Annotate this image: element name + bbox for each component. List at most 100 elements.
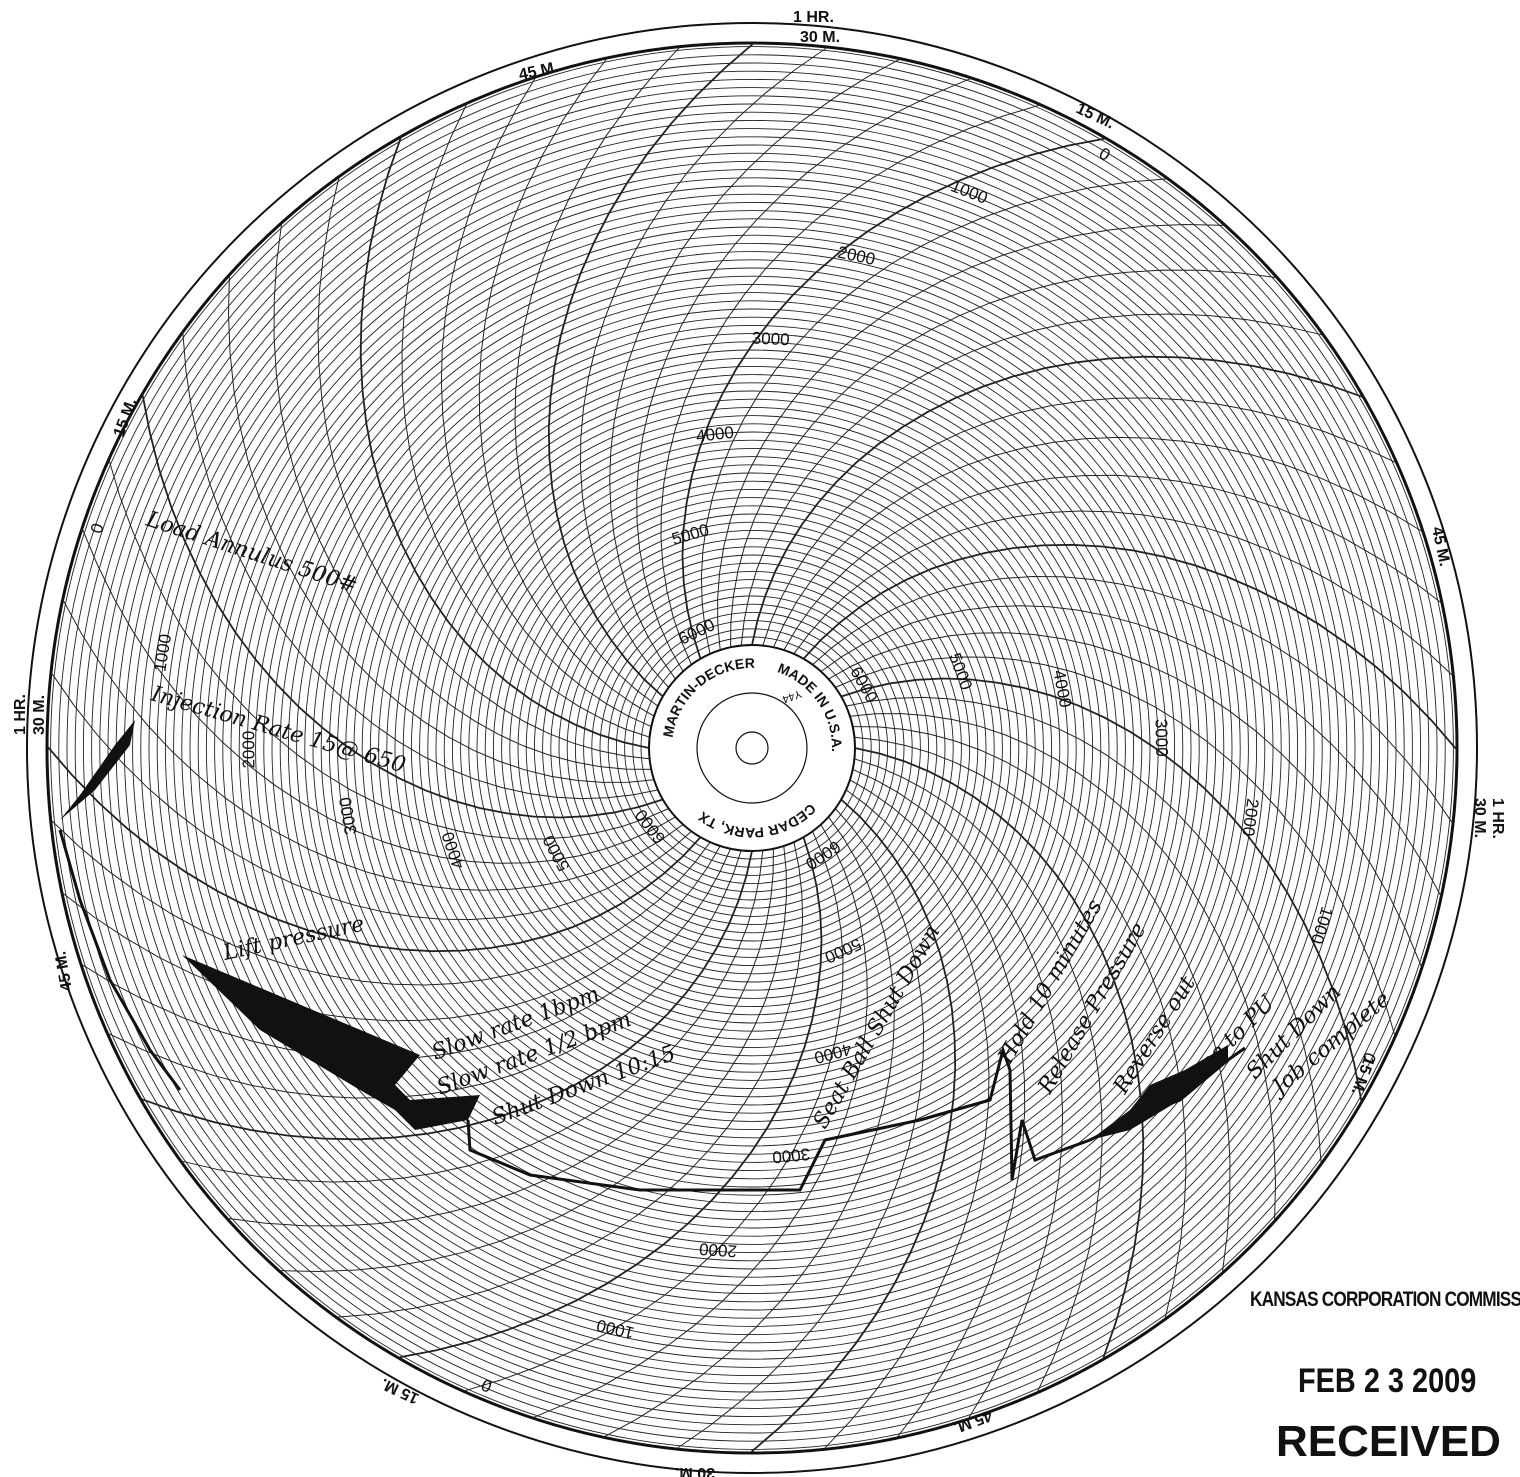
grid-ring [337, 333, 1167, 1163]
grid-time-arc [397, 836, 823, 1359]
grid-time-arc [772, 436, 1424, 648]
grid-ring [640, 636, 864, 860]
time-label-right-hr: 1 HR. [1489, 798, 1506, 839]
scale-label: 3000 [771, 1144, 810, 1167]
grid-time-arc [226, 848, 774, 1227]
grid-time-arc [812, 575, 1454, 824]
grid-ring [542, 538, 962, 958]
grid-time-arc [840, 677, 1363, 1103]
grid-ring [238, 234, 1266, 1262]
stamp-status: RECEIVED [1276, 1417, 1501, 1466]
grid-time-arc [823, 789, 990, 1450]
grid-ring [410, 406, 1094, 1090]
grid-time-arc [547, 43, 755, 698]
grid-time-arc [180, 850, 764, 1183]
grid-time-arc [749, 798, 957, 1453]
grid-time-arc [227, 274, 655, 783]
grid-ring [82, 78, 1422, 1418]
grid-time-arc [47, 745, 702, 953]
grid-ring [419, 415, 1085, 1081]
grid-ring [345, 341, 1159, 1155]
grid-time-arc [108, 459, 669, 840]
grid-ring [181, 177, 1323, 1319]
grid-ring [361, 357, 1143, 1139]
grid-time-arc [762, 397, 1398, 646]
time-grid-arcs [47, 43, 1457, 1453]
grid-time-arc [61, 845, 721, 1022]
grid-time-arc [852, 726, 1231, 1274]
grid-ring [197, 193, 1307, 1303]
grid-time-arc [783, 474, 1443, 651]
grid-ring [566, 562, 938, 934]
grid-ring [214, 210, 1290, 1286]
grid-time-arc [514, 46, 681, 707]
grid-time-arc [603, 816, 895, 1438]
time-label-bottom-30: 30 M. [675, 1464, 715, 1477]
time-label-top-hr: 1 HR. [793, 9, 834, 26]
grid-ring [607, 603, 897, 893]
grid-time-arc [854, 747, 1145, 1360]
grid-ring [156, 152, 1348, 1344]
grid-time-arc [660, 104, 1041, 665]
grid-ring [164, 160, 1340, 1336]
grid-ring [263, 259, 1241, 1237]
grid-ring [402, 398, 1102, 1098]
grid-time-arc [730, 269, 1278, 648]
scale-label: 4000 [695, 423, 735, 446]
grid-time-arc [740, 313, 1324, 646]
scale-label: 3000 [751, 329, 790, 350]
grid-ring [533, 529, 971, 967]
grid-ring [583, 579, 921, 917]
grid-ring [312, 308, 1192, 1188]
grid-ring [279, 275, 1225, 1221]
grid-ring [230, 226, 1274, 1270]
chart-hub: MARTIN-DECKER MADE IN U.S.A. CEDAR PARK,… [648, 644, 856, 852]
grid-ring [509, 505, 995, 991]
grid-time-arc [80, 848, 732, 1060]
grid-ring [140, 136, 1364, 1360]
grid-ring [632, 628, 872, 868]
time-label-left-30: 30 M. [31, 695, 48, 735]
grid-time-arc [751, 355, 1364, 646]
grid-time-arc [62, 599, 684, 891]
scale-label: 3000 [1151, 719, 1171, 757]
grid-ring [525, 521, 979, 975]
grid-ring [189, 185, 1315, 1311]
grid-time-arc [463, 831, 844, 1392]
stamp-organization: KANSAS CORPORATION COMMISS [1250, 1288, 1520, 1311]
grid-ring [378, 374, 1126, 1122]
grid-ring [99, 95, 1405, 1401]
grid-ring [74, 70, 1430, 1426]
grid-time-arc [317, 176, 650, 760]
grid-ring [66, 62, 1438, 1434]
chart-outer-ring [26, 22, 1478, 1474]
grid-time-arc [478, 57, 655, 717]
grid-ring [443, 439, 1061, 1057]
grid-ring [320, 316, 1184, 1180]
grid-ring [222, 218, 1282, 1278]
grid-time-arc [182, 331, 658, 800]
grid-ring [574, 570, 930, 926]
grid-time-arc [846, 696, 1322, 1165]
grid-time-arc [828, 632, 1423, 968]
grid-ring [451, 447, 1053, 1049]
pen-trace [58, 720, 1246, 1192]
time-label-bottom-15-left: 15 M. [378, 1374, 421, 1406]
grid-ring [132, 128, 1372, 1368]
grid-time-arc [681, 137, 1107, 660]
time-label-top-30: 30 M. [800, 29, 840, 46]
grid-ring [173, 169, 1331, 1327]
grid-time-arc [854, 758, 1103, 1394]
grid-time-arc [802, 543, 1457, 751]
grid-time-arc [140, 850, 753, 1141]
grid-ring [550, 546, 954, 950]
grid-ring [328, 324, 1176, 1172]
grid-ring [369, 365, 1135, 1131]
grid-time-arc [278, 845, 787, 1273]
pressure-grid-rings [50, 46, 1454, 1450]
grid-ring [246, 242, 1258, 1254]
grid-ring [58, 54, 1446, 1442]
grid-time-arc [849, 713, 1277, 1222]
grid-time-arc [700, 178, 1169, 654]
grid-ring [386, 382, 1118, 1114]
